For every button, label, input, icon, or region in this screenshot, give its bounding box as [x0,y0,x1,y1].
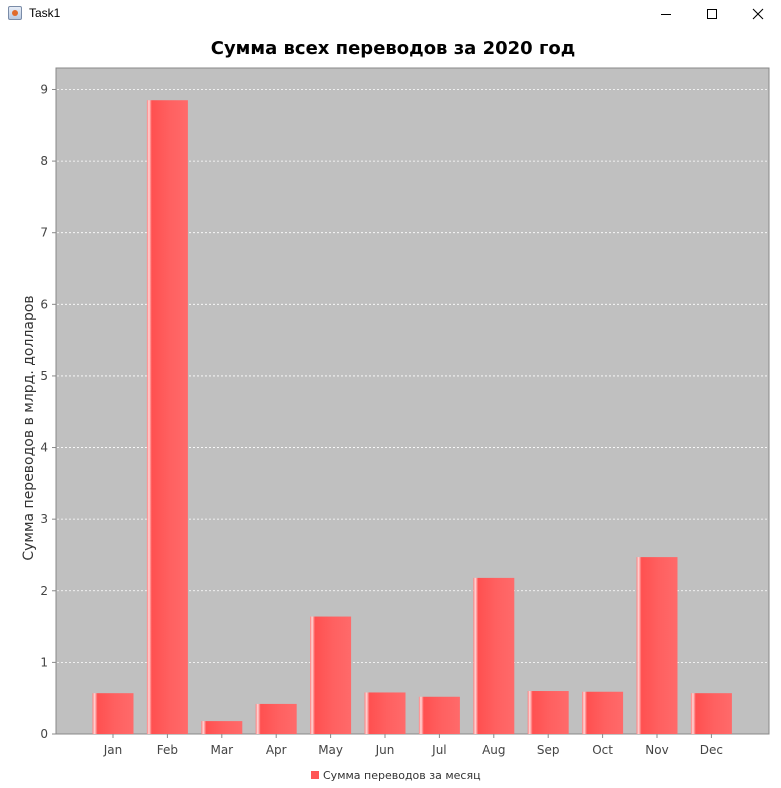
bar-feb [146,100,188,734]
x-tick-label: Mar [210,743,233,757]
x-tick-label: Jun [375,743,395,757]
window-titlebar: Task1 [0,0,781,28]
x-tick-label: Apr [266,743,287,757]
bar-jun [364,692,406,734]
x-tick-label: Nov [645,743,668,757]
chart: Сумма всех переводов за 2020 год 0 1 2 3 4 5 6… [21,38,770,782]
bar-may [310,616,352,734]
y-tick-label: 2 [40,584,48,598]
minimize-button[interactable] [643,0,689,28]
y-tick-label: 8 [40,154,48,168]
x-tick-label: Dec [700,743,723,757]
close-icon [752,8,764,20]
minimize-icon [661,14,671,15]
close-button[interactable] [735,0,781,28]
bar-dec [690,693,732,734]
y-axis: 0 1 2 3 4 5 6 7 8 9 [40,82,56,741]
bar-mar [201,721,243,734]
y-tick-label: 5 [40,369,48,383]
maximize-icon [707,9,717,19]
bar-aug [473,577,515,734]
y-tick-label: 9 [40,82,48,96]
x-tick-label: Aug [482,743,505,757]
x-axis: Jan Feb Mar Apr May Jun Jul Aug Sep Oct Nov Dec [103,734,723,757]
bar-jul [418,696,460,734]
x-tick-label: Sep [537,743,560,757]
window-title: Task1 [29,6,61,20]
x-tick-label: May [318,743,343,757]
y-tick-label: 7 [40,226,48,240]
y-tick-label: 4 [40,441,48,455]
legend-label: Сумма переводов за месяц [323,769,481,782]
x-tick-label: Jul [431,743,446,757]
java-app-icon [8,6,22,20]
legend: Сумма переводов за месяц [311,769,481,782]
bar-apr [255,703,297,734]
bar-oct [582,691,624,734]
bars [92,100,732,734]
y-tick-label: 0 [40,727,48,741]
chart-title: Сумма всех переводов за 2020 год [211,38,576,59]
bar-jan [92,693,134,734]
bar-sep [527,691,569,734]
maximize-button[interactable] [689,0,735,28]
x-tick-label: Jan [103,743,123,757]
legend-swatch [311,771,319,779]
x-tick-label: Feb [157,743,178,757]
y-tick-label: 1 [40,655,48,669]
bar-nov [636,557,678,734]
y-tick-label: 6 [40,297,48,311]
y-tick-label: 3 [40,512,48,526]
y-axis-label: Сумма переводов в млрд. долларов [21,295,37,560]
x-tick-label: Oct [592,743,613,757]
